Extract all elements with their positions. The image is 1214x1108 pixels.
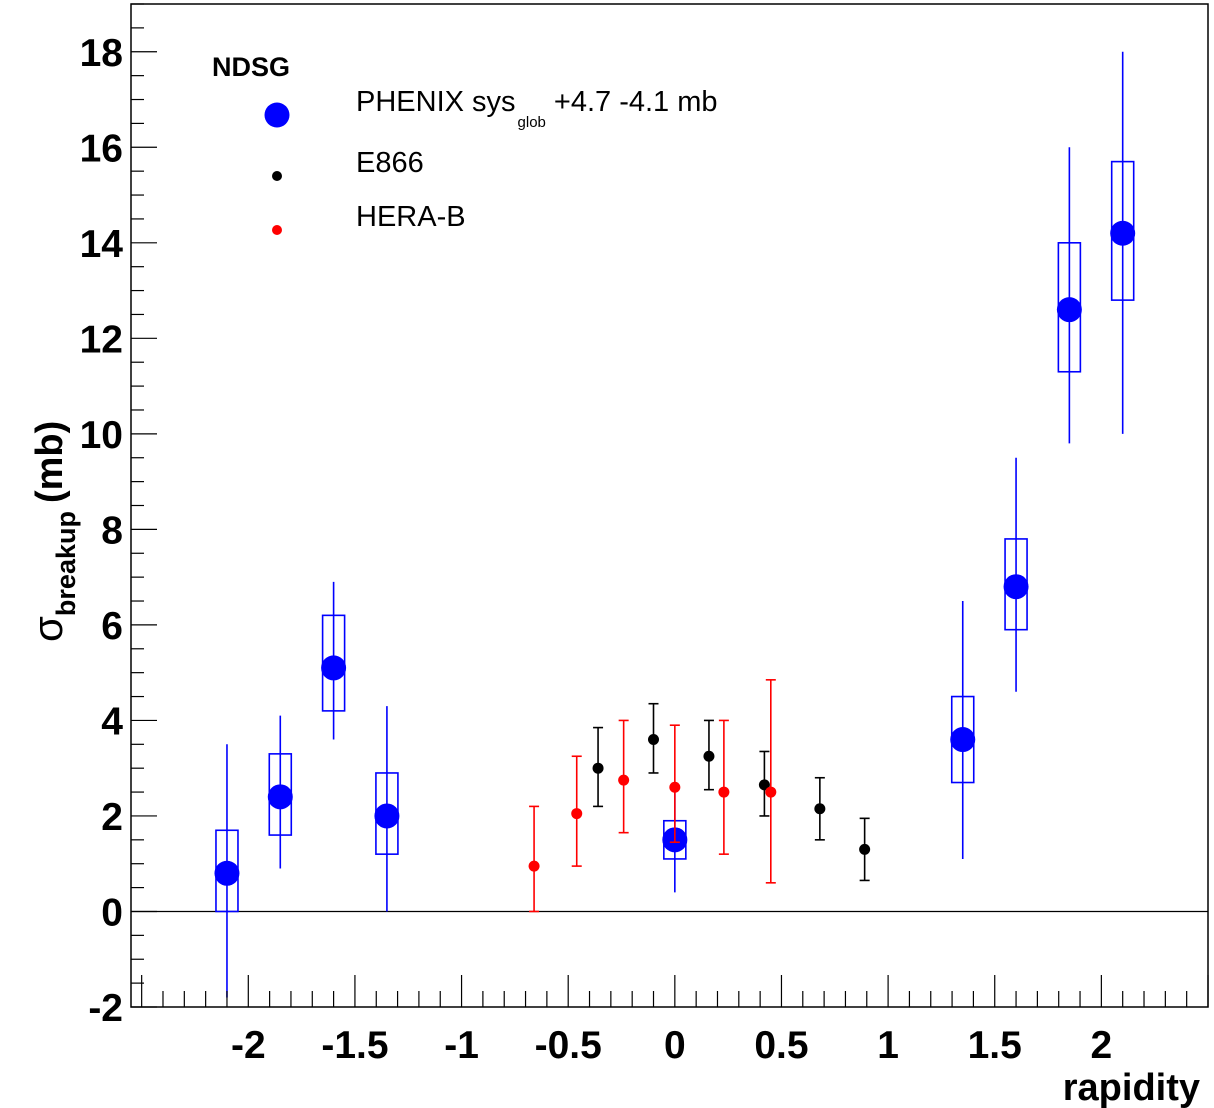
legend: NDSG PHENIX sysglob +4.7 -4.1 mb E866 HERA-B [212,52,718,235]
data-point [1056,297,1082,323]
x-tick-label: 1 [877,1024,899,1067]
y-axis-title: σbreakup (mb) [24,421,81,642]
x-tick-label: 2 [1091,1024,1113,1067]
legend-entry-suffix: +4.7 -4.1 mb [554,86,718,118]
y-tick-label: 2 [101,796,123,839]
data-point [528,860,540,872]
legend-entry-text: E866 [356,147,424,179]
data-point [1003,574,1029,600]
legend-marker [272,171,282,181]
data-point [669,781,681,793]
y-tick-label: 10 [80,414,123,457]
x-tick-label: -1.5 [321,1024,388,1067]
legend-marker [264,102,290,128]
y-tick-label: 18 [80,32,123,75]
data-point [648,734,660,746]
data-point [765,786,777,798]
legend-entry-subscript: glob [518,114,546,131]
y-axis-title-unit: (mb) [29,421,71,503]
data-point [703,750,715,762]
y-tick-label: -2 [88,987,123,1030]
x-axis-title: rapidity [1063,1067,1200,1108]
series-phenix [214,51,1136,998]
y-tick-label: 12 [80,318,123,361]
y-tick-label: 8 [101,509,123,552]
series-e866 [592,702,871,882]
x-tick-label: -2 [231,1024,266,1067]
y-axis-title-symbol: σ [24,616,71,642]
legend-entry-text: HERA-B [356,201,466,233]
x-tick-label: -1 [444,1024,479,1067]
legend-header: NDSG [212,52,290,82]
y-axis-title-subscript: breakup [51,511,81,616]
y-tick-label: 6 [101,605,123,648]
data-point [592,762,604,774]
data-point [267,784,293,810]
data-point [758,779,770,791]
y-tick-label: 16 [80,127,123,170]
data-point [950,727,976,753]
legend-entry-text: PHENIX sysglob +4.7 -4.1 mb [356,86,718,131]
data-point [814,803,826,815]
x-tick-label: -0.5 [535,1024,602,1067]
data-point [214,860,240,886]
data-point [374,803,400,829]
legend-entry-name: HERA-B [356,201,466,233]
data-point [859,843,871,855]
data-point [1110,220,1136,246]
legend-marker [272,225,282,235]
data-point [618,774,630,786]
data-point [571,808,583,820]
series-hera-b [528,679,777,913]
legend-entry-name: PHENIX sys [356,86,516,118]
x-tick-label: 0 [664,1024,686,1067]
data-point [321,655,347,681]
plot-area [131,51,1208,998]
y-tick-label: 14 [80,223,124,266]
x-tick-label: 0.5 [754,1024,808,1067]
x-tick-label: 1.5 [968,1024,1022,1067]
legend-entry-name: E866 [356,147,424,179]
y-tick-label: 0 [101,891,123,934]
y-tick-label: 4 [101,700,123,743]
data-point [718,786,730,798]
